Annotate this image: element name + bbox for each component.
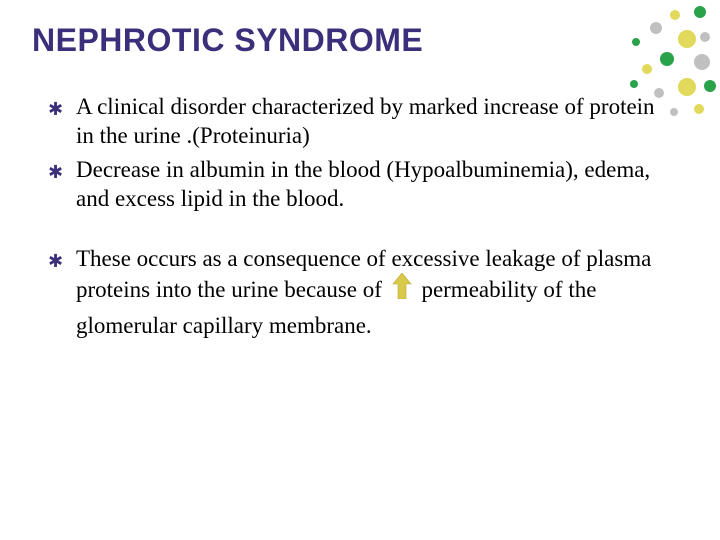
dot-icon bbox=[694, 104, 704, 114]
dot-icon bbox=[654, 88, 664, 98]
dot-icon bbox=[660, 52, 674, 66]
dot-icon bbox=[678, 78, 696, 96]
dot-icon bbox=[670, 10, 680, 20]
dot-icon bbox=[642, 64, 652, 74]
list-item: ✱ Decrease in albumin in the blood (Hypo… bbox=[48, 155, 660, 214]
decorative-dots bbox=[560, 0, 720, 130]
asterisk-icon: ✱ bbox=[48, 244, 76, 273]
dot-icon bbox=[670, 108, 678, 116]
dot-icon bbox=[704, 80, 716, 92]
dot-icon bbox=[694, 6, 706, 18]
bullet-text: These occurs as a consequence of excessi… bbox=[76, 244, 660, 340]
up-arrow-icon bbox=[392, 273, 412, 306]
dot-icon bbox=[694, 54, 710, 70]
dot-icon bbox=[632, 38, 640, 46]
asterisk-icon: ✱ bbox=[48, 92, 76, 121]
bullet-text: Decrease in albumin in the blood (Hypoal… bbox=[76, 155, 660, 214]
dot-icon bbox=[700, 32, 710, 42]
dot-icon bbox=[630, 80, 638, 88]
dot-icon bbox=[678, 30, 696, 48]
list-item: ✱ These occurs as a consequence of exces… bbox=[48, 244, 660, 340]
asterisk-icon: ✱ bbox=[48, 155, 76, 184]
dot-icon bbox=[650, 22, 662, 34]
slide-title: NEPHROTIC SYNDROME bbox=[32, 22, 423, 59]
